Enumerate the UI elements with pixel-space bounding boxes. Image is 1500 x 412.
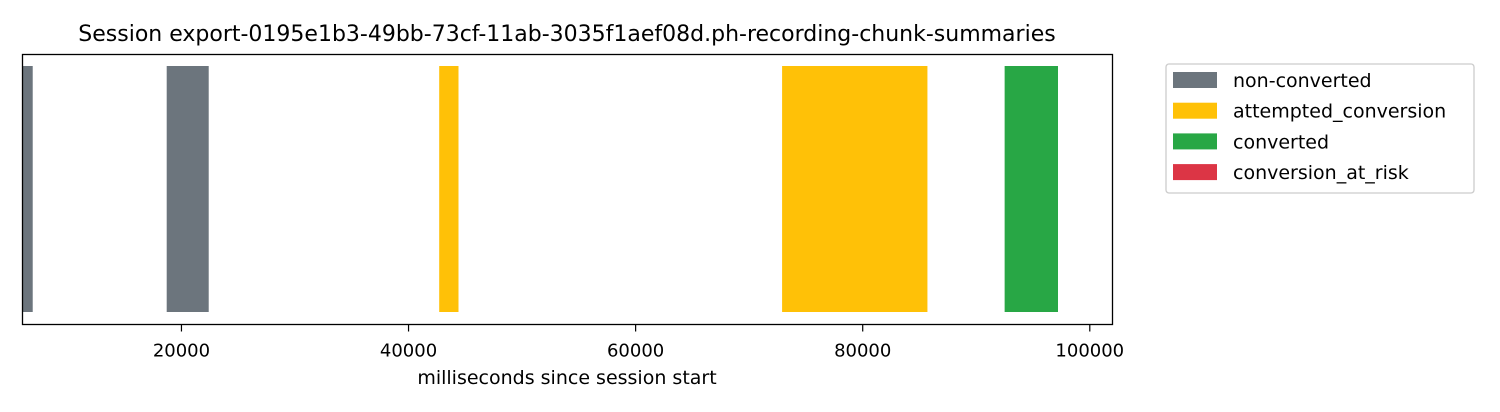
plot-frame [21,53,1114,326]
legend-frame [1165,63,1475,194]
segment-bar-converted-4 [1004,66,1058,312]
legend-swatch-converted [1173,133,1217,150]
x-tick-label: 80000 [834,341,891,362]
segment-bar-non-converted-1 [166,66,209,312]
legend-items: non-converted attempted_conversionconvert… [1173,70,1446,184]
chart-title: Session export-0195e1b3-49bb-73cf-11ab-3… [78,22,1055,47]
x-axis-ticks: 20000 40000 60000 80000 100000 [153,324,1124,362]
x-tick-label: 20000 [153,341,210,362]
legend-label-attempted-conversion: attempted_conversion [1233,101,1446,123]
legend-swatch-conversion-at-risk [1173,164,1217,181]
x-axis-label: milliseconds since session start [417,367,716,389]
legend: non-converted attempted_conversionconvert… [1165,63,1475,194]
x-tick-label: 60000 [607,341,664,362]
legend-swatch-attempted-conversion [1173,102,1217,119]
segment-bar-non-converted-0 [22,66,33,312]
segment-bar-attempted-conversion-3 [782,66,928,312]
legend-label-converted: converted [1233,131,1329,153]
legend-label-conversion-at-risk: conversion_at_risk [1233,162,1409,184]
legend-label-non-converted: non-converted [1233,70,1372,92]
legend-swatch-non-converted [1173,72,1217,88]
segment-bar-attempted-conversion-2 [439,66,459,312]
x-tick-label: 40000 [380,341,437,362]
bars-layer [22,66,1058,312]
x-tick-label: 100000 [1055,341,1124,362]
